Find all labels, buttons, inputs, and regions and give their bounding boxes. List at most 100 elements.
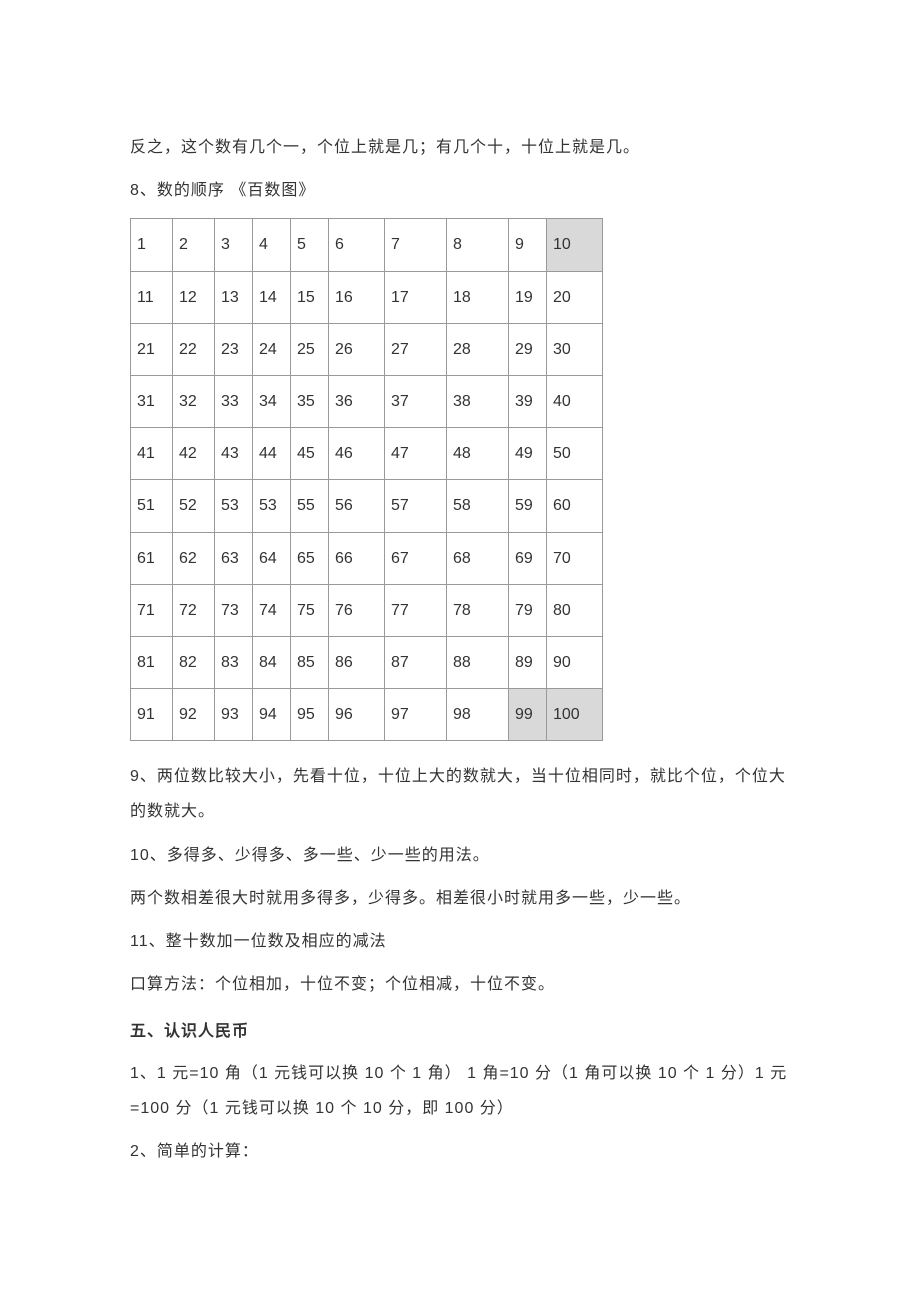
- table-cell: 23: [215, 323, 253, 375]
- table-cell: 21: [131, 323, 173, 375]
- table-cell: 77: [385, 584, 447, 636]
- table-cell: 43: [215, 428, 253, 480]
- table-cell: 34: [253, 375, 291, 427]
- table-cell: 3: [215, 219, 253, 271]
- section-heading-5: 五、认识人民币: [130, 1014, 790, 1049]
- table-cell: 53: [253, 480, 291, 532]
- table-cell: 9: [509, 219, 547, 271]
- table-cell: 28: [447, 323, 509, 375]
- table-cell: 40: [547, 375, 603, 427]
- table-cell: 29: [509, 323, 547, 375]
- table-cell: 98: [447, 689, 509, 741]
- table-cell: 36: [329, 375, 385, 427]
- table-cell: 10: [547, 219, 603, 271]
- table-cell: 63: [215, 532, 253, 584]
- table-cell: 41: [131, 428, 173, 480]
- table-cell: 48: [447, 428, 509, 480]
- table-cell: 89: [509, 636, 547, 688]
- paragraph-5: 两个数相差很大时就用多得多，少得多。相差很小时就用多一些，少一些。: [130, 881, 790, 916]
- table-cell: 26: [329, 323, 385, 375]
- table-cell: 37: [385, 375, 447, 427]
- table-cell: 22: [173, 323, 215, 375]
- table-cell: 96: [329, 689, 385, 741]
- table-cell: 76: [329, 584, 385, 636]
- table-cell: 31: [131, 375, 173, 427]
- table-cell: 16: [329, 271, 385, 323]
- table-cell: 88: [447, 636, 509, 688]
- hundred-number-table: 1234567891011121314151617181920212223242…: [130, 218, 603, 741]
- table-cell: 30: [547, 323, 603, 375]
- table-cell: 42: [173, 428, 215, 480]
- table-cell: 75: [291, 584, 329, 636]
- paragraph-3: 9、两位数比较大小，先看十位，十位上大的数就大，当十位相同时，就比个位，个位大的…: [130, 759, 790, 829]
- table-cell: 58: [447, 480, 509, 532]
- table-cell: 38: [447, 375, 509, 427]
- table-cell: 49: [509, 428, 547, 480]
- table-cell: 91: [131, 689, 173, 741]
- table-cell: 97: [385, 689, 447, 741]
- paragraph-4: 10、多得多、少得多、多一些、少一些的用法。: [130, 838, 790, 873]
- table-cell: 20: [547, 271, 603, 323]
- paragraph-7: 口算方法：个位相加，十位不变；个位相减，十位不变。: [130, 967, 790, 1002]
- table-cell: 1: [131, 219, 173, 271]
- table-cell: 81: [131, 636, 173, 688]
- table-cell: 39: [509, 375, 547, 427]
- table-cell: 79: [509, 584, 547, 636]
- table-row: 31323334353637383940: [131, 375, 603, 427]
- table-cell: 47: [385, 428, 447, 480]
- table-cell: 33: [215, 375, 253, 427]
- table-cell: 90: [547, 636, 603, 688]
- table-cell: 73: [215, 584, 253, 636]
- table-cell: 85: [291, 636, 329, 688]
- table-row: 21222324252627282930: [131, 323, 603, 375]
- table-cell: 61: [131, 532, 173, 584]
- table-cell: 50: [547, 428, 603, 480]
- table-cell: 11: [131, 271, 173, 323]
- table-cell: 87: [385, 636, 447, 688]
- table-cell: 15: [291, 271, 329, 323]
- table-cell: 5: [291, 219, 329, 271]
- paragraph-9: 2、简单的计算：: [130, 1134, 790, 1169]
- table-cell: 24: [253, 323, 291, 375]
- table-cell: 68: [447, 532, 509, 584]
- paragraph-6: 11、整十数加一位数及相应的减法: [130, 924, 790, 959]
- table-cell: 7: [385, 219, 447, 271]
- paragraph-1: 反之，这个数有几个一，个位上就是几；有几个十，十位上就是几。: [130, 130, 790, 165]
- table-cell: 13: [215, 271, 253, 323]
- table-cell: 27: [385, 323, 447, 375]
- table-row: 71727374757677787980: [131, 584, 603, 636]
- table-cell: 84: [253, 636, 291, 688]
- table-cell: 74: [253, 584, 291, 636]
- table-row: 81828384858687888990: [131, 636, 603, 688]
- table-cell: 59: [509, 480, 547, 532]
- table-cell: 2: [173, 219, 215, 271]
- table-cell: 93: [215, 689, 253, 741]
- paragraph-8: 1、1 元=10 角（1 元钱可以换 10 个 1 角） 1 角=10 分（1 …: [130, 1056, 790, 1126]
- table-row: 12345678910: [131, 219, 603, 271]
- table-cell: 69: [509, 532, 547, 584]
- table-cell: 51: [131, 480, 173, 532]
- table-cell: 35: [291, 375, 329, 427]
- table-cell: 12: [173, 271, 215, 323]
- table-cell: 18: [447, 271, 509, 323]
- table-cell: 45: [291, 428, 329, 480]
- table-cell: 78: [447, 584, 509, 636]
- table-cell: 46: [329, 428, 385, 480]
- table-cell: 62: [173, 532, 215, 584]
- table-cell: 92: [173, 689, 215, 741]
- table-cell: 8: [447, 219, 509, 271]
- table-row: 51525353555657585960: [131, 480, 603, 532]
- table-cell: 67: [385, 532, 447, 584]
- table-cell: 83: [215, 636, 253, 688]
- table-cell: 72: [173, 584, 215, 636]
- table-cell: 56: [329, 480, 385, 532]
- table-cell: 32: [173, 375, 215, 427]
- table-cell: 55: [291, 480, 329, 532]
- table-row: 61626364656667686970: [131, 532, 603, 584]
- table-row: 11121314151617181920: [131, 271, 603, 323]
- table-cell: 53: [215, 480, 253, 532]
- table-cell: 80: [547, 584, 603, 636]
- table-row: 919293949596979899100: [131, 689, 603, 741]
- table-cell: 66: [329, 532, 385, 584]
- table-cell: 17: [385, 271, 447, 323]
